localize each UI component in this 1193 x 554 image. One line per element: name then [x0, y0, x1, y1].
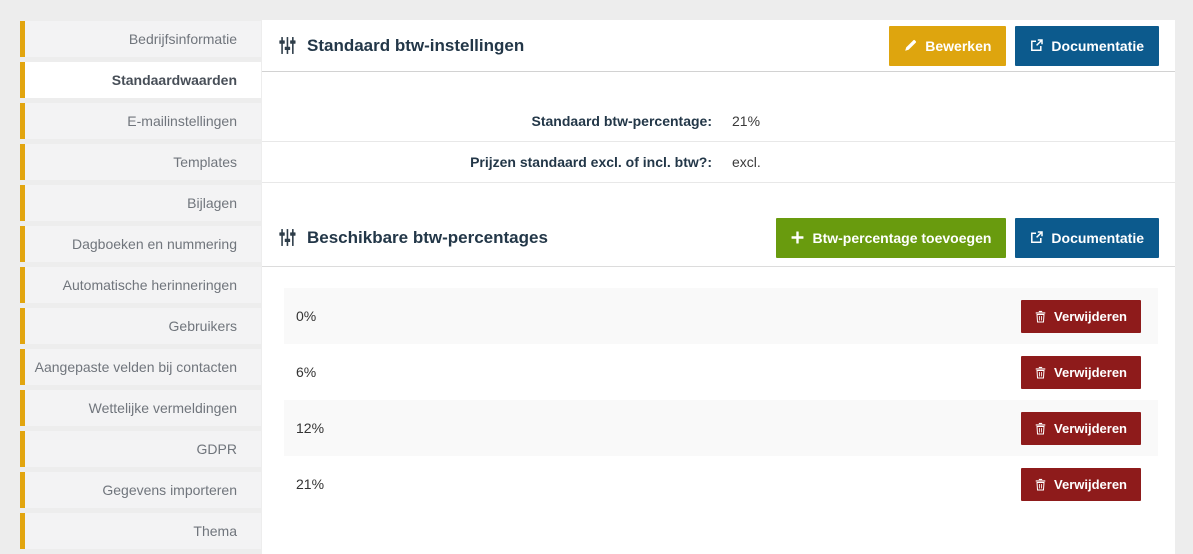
- field-row-excl-incl: Prijzen standaard excl. of incl. btw?: e…: [262, 142, 1175, 183]
- delete-vat-rate-button[interactable]: Verwijderen: [1021, 299, 1141, 333]
- documentation-button-label: Documentatie: [1051, 37, 1144, 54]
- sidebar-item-emailinstellingen[interactable]: E-mailinstellingen: [20, 103, 261, 139]
- sidebar-item-label: Bijlagen: [187, 195, 237, 211]
- delete-vat-rate-button[interactable]: Verwijderen: [1021, 355, 1141, 389]
- vat-rate-value: 12%: [296, 420, 325, 436]
- sidebar-item-gdpr[interactable]: GDPR: [20, 431, 261, 467]
- documentation-button[interactable]: Documentatie: [1015, 25, 1159, 66]
- delete-vat-rate-button[interactable]: Verwijderen: [1021, 467, 1141, 501]
- sidebar-item-label: Dagboeken en nummering: [72, 236, 237, 252]
- delete-button-label: Verwijderen: [1054, 420, 1127, 436]
- field-value: excl.: [732, 154, 761, 170]
- sidebar-item-thema[interactable]: Thema: [20, 513, 261, 549]
- vat-rate-row: 21% Verwijderen: [284, 456, 1158, 512]
- external-link-icon: [1030, 231, 1044, 244]
- edit-button[interactable]: Bewerken: [889, 25, 1007, 66]
- sidebar-item-gebruikers[interactable]: Gebruikers: [20, 308, 261, 344]
- trash-icon: [1035, 422, 1046, 435]
- delete-button-label: Verwijderen: [1054, 308, 1127, 324]
- delete-vat-rate-button[interactable]: Verwijderen: [1021, 411, 1141, 445]
- sidebar-item-label: E-mailinstellingen: [127, 113, 237, 129]
- add-vat-rate-button-label: Btw-percentage toevoegen: [812, 229, 992, 246]
- vat-rate-value: 0%: [296, 308, 317, 324]
- pencil-icon: [904, 39, 917, 52]
- vat-rates-header: Beschikbare btw-percentages Btw-percenta…: [262, 183, 1175, 267]
- vat-settings-fields: Standaard btw-percentage: 21% Prijzen st…: [262, 72, 1175, 183]
- sidebar-item-label: Templates: [173, 154, 237, 170]
- add-vat-rate-button[interactable]: Btw-percentage toevoegen: [776, 217, 1007, 258]
- sidebar-item-gegevens-importeren[interactable]: Gegevens importeren: [20, 472, 261, 508]
- trash-icon: [1035, 310, 1046, 323]
- vat-rate-row: 0% Verwijderen: [284, 288, 1158, 344]
- documentation-button-label: Documentatie: [1051, 229, 1144, 246]
- sliders-icon: [278, 36, 297, 55]
- field-row-default-vat: Standaard btw-percentage: 21%: [262, 101, 1175, 142]
- sidebar-item-label: Gegevens importeren: [102, 482, 237, 498]
- vat-rate-list: 0% Verwijderen 6%: [284, 288, 1158, 512]
- external-link-icon: [1030, 39, 1044, 52]
- trash-icon: [1035, 478, 1046, 491]
- sidebar-item-wettelijke-vermeldingen[interactable]: Wettelijke vermeldingen: [20, 390, 261, 426]
- sliders-icon: [278, 228, 297, 247]
- field-label: Standaard btw-percentage:: [531, 113, 712, 129]
- sidebar-item-label: Aangepaste velden bij contacten: [34, 359, 237, 375]
- sidebar-item-label: Gebruikers: [168, 318, 237, 334]
- delete-button-label: Verwijderen: [1054, 476, 1127, 492]
- settings-content-card: Standaard btw-instellingen Bewerken Docu…: [262, 20, 1175, 554]
- vat-rates-title: Beschikbare btw-percentages: [307, 227, 548, 247]
- sidebar-item-templates[interactable]: Templates: [20, 144, 261, 180]
- sidebar-item-label: Wettelijke vermeldingen: [88, 400, 237, 416]
- vat-rate-value: 6%: [296, 364, 317, 380]
- sidebar-item-automatische-herinneringen[interactable]: Automatische herinneringen: [20, 267, 261, 303]
- vat-settings-title: Standaard btw-instellingen: [307, 35, 525, 55]
- field-label: Prijzen standaard excl. of incl. btw?:: [470, 154, 712, 170]
- vat-settings-header: Standaard btw-instellingen Bewerken Docu…: [262, 20, 1175, 72]
- sidebar-item-label: Automatische herinneringen: [62, 277, 237, 293]
- vat-rate-row: 6% Verwijderen: [284, 344, 1158, 400]
- trash-icon: [1035, 366, 1046, 379]
- edit-button-label: Bewerken: [925, 37, 992, 54]
- vat-rate-value: 21%: [296, 476, 325, 492]
- sidebar-item-label: Standaardwaarden: [111, 72, 237, 88]
- delete-button-label: Verwijderen: [1054, 364, 1127, 380]
- sidebar-item-bijlagen[interactable]: Bijlagen: [20, 185, 261, 221]
- field-value: 21%: [732, 113, 761, 129]
- plus-icon: [791, 231, 804, 244]
- sidebar-item-bedrijfsinformatie[interactable]: Bedrijfsinformatie: [20, 21, 261, 57]
- sidebar-item-label: GDPR: [196, 441, 237, 457]
- vat-rate-row: 12% Verwijderen: [284, 400, 1158, 456]
- sidebar-item-label: Thema: [193, 523, 237, 539]
- sidebar-item-dagboeken-en-nummering[interactable]: Dagboeken en nummering: [20, 226, 261, 262]
- sidebar-item-label: Bedrijfsinformatie: [128, 31, 237, 47]
- documentation-button[interactable]: Documentatie: [1015, 217, 1159, 258]
- settings-sidebar: Bedrijfsinformatie Standaardwaarden E-ma…: [20, 21, 261, 554]
- sidebar-item-standaardwaarden[interactable]: Standaardwaarden: [20, 62, 261, 98]
- sidebar-item-aangepaste-velden-bij-contacten[interactable]: Aangepaste velden bij contacten: [20, 349, 261, 385]
